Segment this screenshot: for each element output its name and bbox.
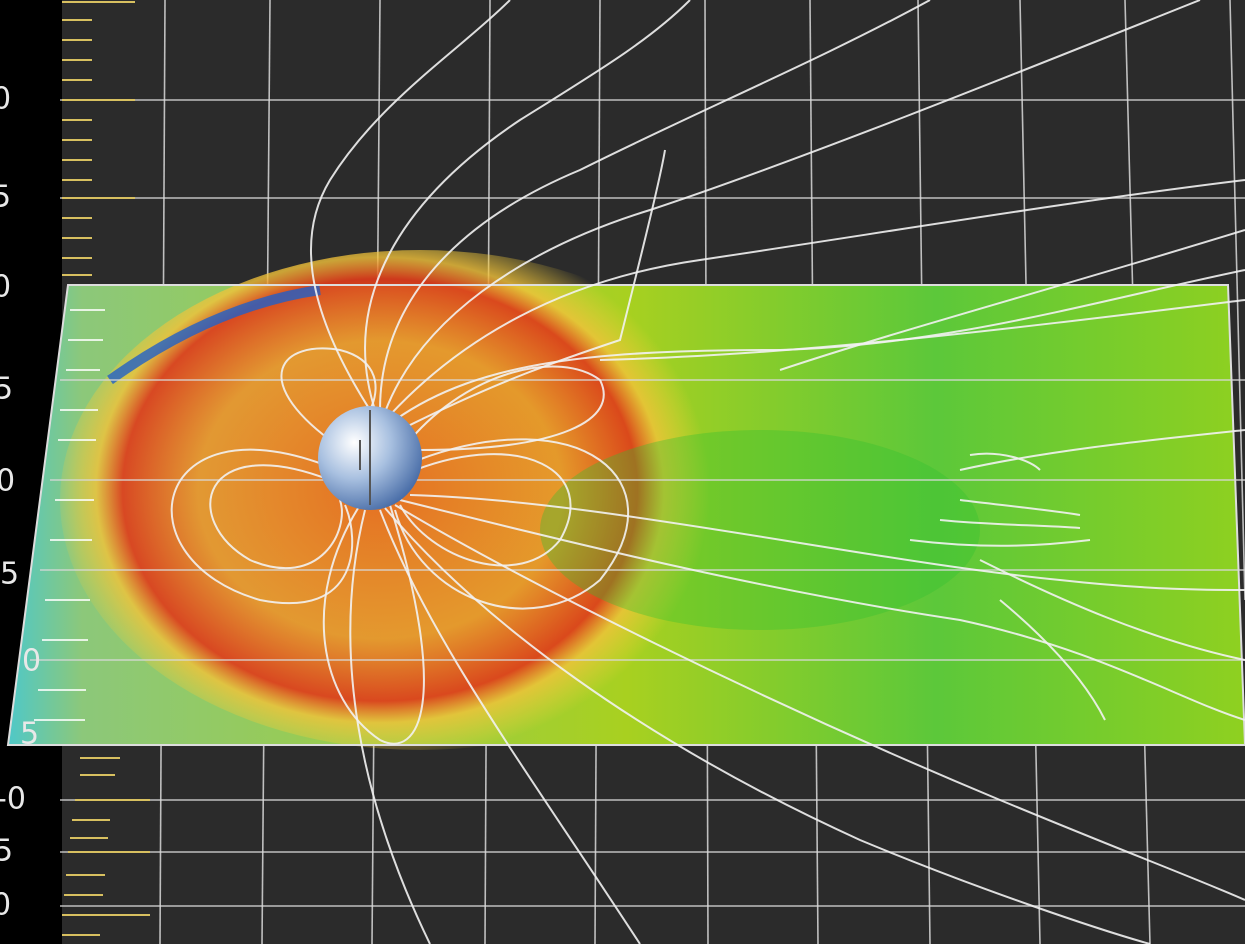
axis-label: 5	[20, 717, 39, 752]
axis-label: 5	[0, 834, 13, 869]
planet-axis	[359, 410, 371, 505]
axis-labels: 0 5 0 5 0 5 0 5 -0 5 0	[0, 82, 41, 923]
axis-label: 0	[0, 464, 15, 499]
field-lines	[170, 0, 1245, 944]
axis-label: 5	[0, 557, 19, 592]
axis-label: 0	[22, 644, 41, 679]
plane-grid	[30, 379, 1245, 661]
plane-ticks	[34, 309, 105, 721]
axis-label: 0	[0, 270, 11, 305]
axis-label: 5	[0, 180, 11, 215]
axis-label: 0	[0, 82, 11, 117]
axis-label: -0	[0, 782, 26, 817]
axis-label: 5	[0, 372, 13, 407]
axis-ticks	[62, 1, 150, 936]
axis-label: 0	[0, 888, 11, 923]
